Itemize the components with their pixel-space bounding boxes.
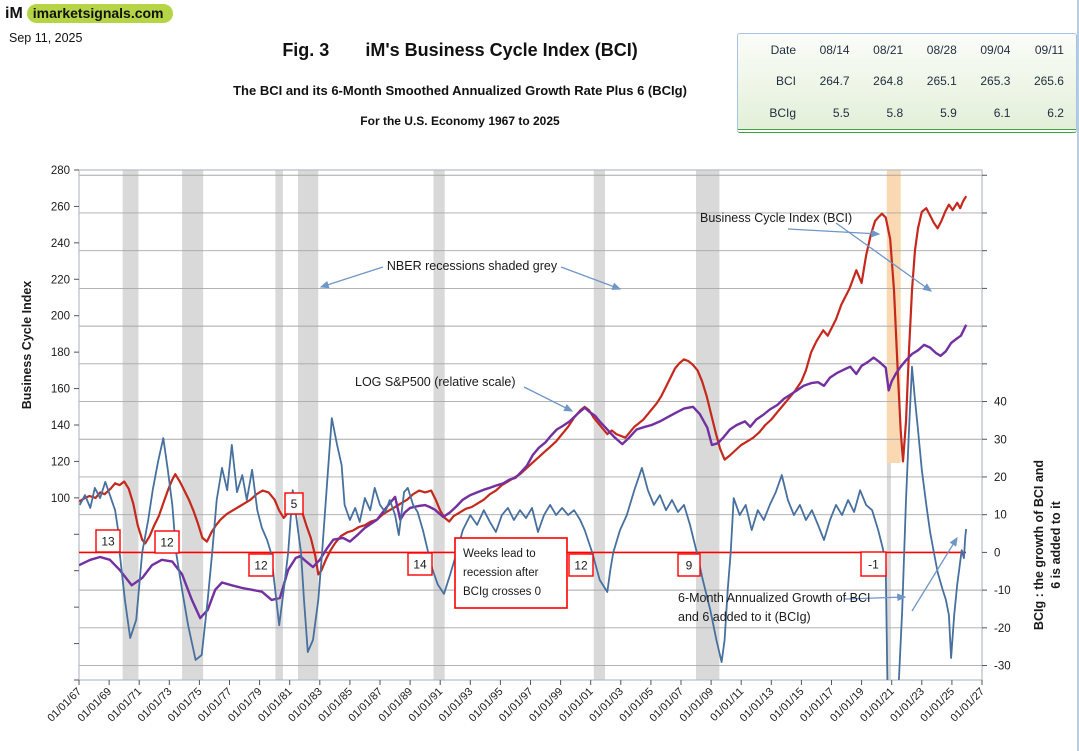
report-date: Sep 11, 2025 [9, 31, 83, 45]
lead-weeks-number: 12 [160, 536, 174, 550]
lead-weeks-number-box [407, 552, 433, 576]
table-cell: 264.7 [819, 74, 850, 89]
lead-weeks-number: 13 [101, 535, 115, 549]
bci-line [79, 195, 968, 576]
title-block: Fig. 3 iM's Business Cycle Index (BCI) Th… [60, 40, 860, 128]
latest-values-table: Date 08/14 08/21 08/28 09/04 09/11 BCI 264.7 264… [737, 33, 1077, 133]
chart-title-text: iM's Business Cycle Index (BCI) [365, 40, 638, 60]
annotation-arrow [787, 228, 881, 238]
right-axis-title: BCIg : the growth of BCI and [1032, 460, 1046, 630]
annotation-arrow [844, 593, 907, 602]
table-cell: 09/11 [1034, 42, 1064, 57]
right-axis-tick-label: -20 [994, 623, 1011, 635]
annotation-bci-label: Business Cycle Index (BCI) [700, 211, 852, 225]
left-axis-tick-label: 120 [51, 456, 70, 468]
covid-highlight-band [886, 170, 901, 463]
right-axis-tick-label: 40 [994, 397, 1007, 409]
table-cell: 5.8 [886, 106, 904, 121]
annotation-arrow [560, 266, 622, 290]
sp500-line [79, 324, 968, 620]
table-cell: 09/04 [980, 42, 1011, 57]
table-cell: 08/21 [873, 42, 904, 57]
lead-weeks-number-box [284, 492, 304, 515]
im-logo-icon: iM [5, 4, 23, 22]
table-cell: 265.6 [1033, 74, 1064, 89]
lead-weeks-number-box [568, 553, 594, 577]
table-cell: 08/14 [819, 42, 850, 57]
table-row-label: BCIg [769, 106, 796, 121]
recession-band [297, 170, 319, 680]
left-axis-tick-label: 240 [51, 238, 70, 250]
lead-weeks-number: 12 [574, 559, 588, 573]
table-cell: 5.9 [940, 106, 957, 121]
annotation-arrow [523, 386, 574, 412]
annotation-arrow [319, 266, 384, 289]
table-cell: 08/28 [926, 42, 957, 57]
annotation-sp500-label: LOG S&P500 (relative scale) [355, 375, 516, 389]
right-axis-tick-label: 20 [994, 472, 1007, 484]
recession-band [433, 170, 445, 680]
bcig-line [79, 365, 968, 680]
left-axis-tick-label: 180 [51, 347, 70, 359]
annotation-arrow [835, 222, 933, 292]
site-url-badge: imarketsignals.com [26, 4, 173, 23]
chart-subtitle: The BCI and its 6-Month Smoothed Annuali… [233, 83, 687, 98]
table-cell: 264.8 [873, 74, 904, 89]
lead-weeks-number: 9 [686, 559, 693, 573]
table-cell: 5.5 [832, 106, 850, 121]
lead-weeks-number: 14 [413, 558, 427, 572]
lead-weeks-number-box [860, 551, 887, 577]
recession-band [275, 170, 283, 680]
table-cell: 265.3 [980, 74, 1011, 89]
right-axis-tick-label: -10 [994, 585, 1011, 597]
lead-weeks-number: 5 [291, 497, 298, 511]
table-cell: 265.1 [926, 74, 957, 89]
lead-weeks-number: 12 [254, 559, 268, 573]
chart-subtitle-2: For the U.S. Economy 1967 to 2025 [360, 114, 560, 128]
left-axis-tick-label: 160 [51, 384, 70, 396]
lead-weeks-number-box [677, 553, 701, 577]
left-axis-tick-label: 140 [51, 420, 70, 432]
left-axis-tick-label: 200 [51, 311, 70, 323]
right-axis-tick-label: 30 [994, 434, 1007, 446]
annotation-bcig-label-2: and 6 added to it (BCIg) [678, 610, 811, 624]
right-axis-title-line2: 6 is added to it [1049, 500, 1063, 588]
left-axis-tick-label: 100 [51, 493, 70, 505]
right-axis-tick-label: 10 [994, 510, 1007, 522]
left-axis-tick-label: 220 [51, 274, 70, 286]
weeks-lead-box-text: BCIg crosses 0 [463, 586, 541, 598]
right-axis-tick-label: 0 [994, 547, 1000, 559]
site-logo: iM imarketsignals.com [5, 4, 173, 23]
left-axis-tick-label: 260 [51, 201, 70, 213]
figure-number: Fig. 3 [282, 40, 330, 60]
right-axis-tick-label: -30 [994, 661, 1011, 673]
table-cell: 6.2 [1047, 106, 1064, 121]
chart-title: Fig. 3 iM's Business Cycle Index (BCI) [60, 40, 860, 61]
table-cell: 6.1 [993, 106, 1011, 121]
lead-weeks-number-box [154, 530, 180, 554]
annotation-arrow [911, 536, 958, 612]
weeks-lead-box-text: Weeks lead to [463, 548, 536, 560]
left-axis-title: Business Cycle Index [20, 281, 34, 410]
lead-weeks-number: -1 [868, 558, 879, 572]
left-axis-tick-label: 280 [51, 165, 70, 177]
annotation-nber: NBER recessions shaded grey [387, 259, 558, 273]
table-row-label: BCI [775, 74, 796, 89]
right-edge-divider [1077, 0, 1079, 751]
lead-weeks-number-box [95, 529, 121, 553]
weeks-lead-box [454, 537, 568, 609]
annotation-bcig-label-1: 6-Month Annualized Growth of BCI [678, 591, 870, 605]
weeks-lead-box-text: recession after [463, 567, 539, 579]
lead-weeks-number-box [248, 553, 274, 577]
table-row-label: Date [770, 42, 796, 57]
